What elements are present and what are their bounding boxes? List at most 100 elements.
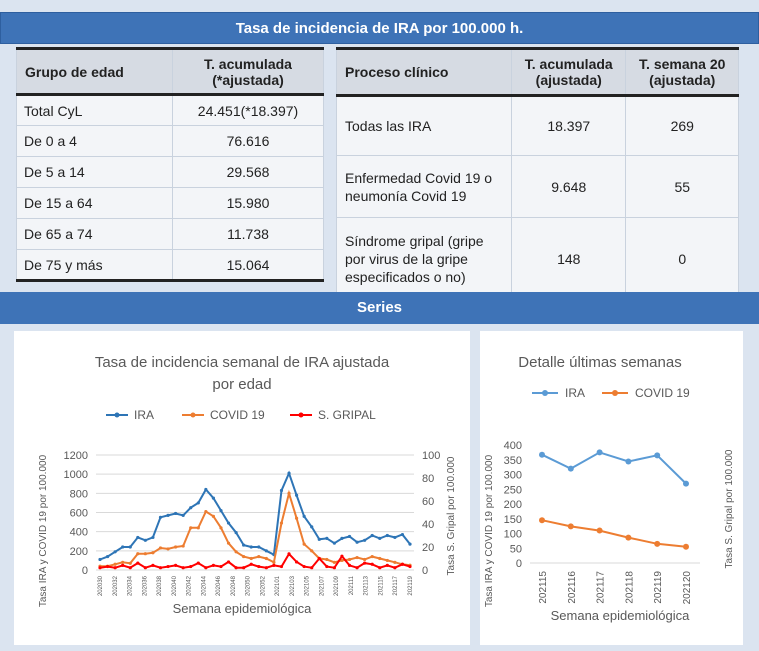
x-tick-label: 202119: [408, 575, 414, 595]
data-point: [98, 566, 102, 570]
cumulative-rate-header-line2: (*ajustada): [212, 71, 284, 88]
data-point: [310, 525, 314, 529]
data-point: [249, 556, 253, 561]
data-point: [378, 536, 382, 540]
legend-label: IRA: [565, 386, 585, 400]
table-row: De 5 a 14 29.568: [16, 156, 324, 188]
data-point: [189, 506, 193, 510]
process-line: Todas las IRA: [345, 118, 432, 134]
data-point: [121, 560, 125, 564]
process-line: Enfermedad Covid 19 o: [345, 169, 493, 186]
x-tick-label: 202038: [157, 575, 163, 596]
cumulative-adjusted-header: T. acumulada (ajustada): [510, 48, 627, 97]
data-point: [272, 560, 276, 564]
data-point: [332, 560, 336, 564]
data-point: [113, 566, 117, 570]
data-point: [211, 514, 216, 518]
y-tick-label: 100: [504, 529, 522, 541]
data-point: [196, 561, 200, 565]
data-point: [234, 531, 238, 535]
process-line: neumonía Covid 19: [345, 187, 467, 204]
clinical-process-header: Proceso clínico: [336, 48, 512, 97]
x-tick-label: 202120: [682, 571, 693, 605]
data-point: [325, 557, 329, 562]
data-point: [363, 557, 367, 562]
data-point: [400, 532, 405, 537]
cumulative-cell: 148: [510, 217, 627, 302]
x-tick-label: 202052: [260, 575, 266, 596]
x-tick-label: 202036: [142, 575, 148, 596]
y-tick-label: 400: [70, 527, 88, 539]
data-point: [166, 564, 170, 569]
x-tick-label: 202107: [319, 575, 325, 596]
data-point: [378, 556, 382, 561]
data-point: [294, 493, 299, 497]
y-tick-label: 0: [516, 558, 522, 570]
data-point: [189, 564, 193, 569]
x-axis-title: Semana epidemiológica: [551, 608, 691, 623]
x-tick-label: 202118: [624, 571, 635, 604]
y-tick-label: 350: [504, 455, 522, 467]
week20-cell: 55: [625, 155, 739, 218]
data-point: [158, 566, 163, 570]
data-point: [317, 537, 321, 541]
data-point: [136, 561, 140, 565]
data-point: [272, 563, 276, 567]
data-point: [143, 566, 147, 570]
y2-tick-label: 20: [422, 542, 434, 554]
age-group-cell: Total CyL: [16, 94, 173, 126]
y2-tick-label: 0: [422, 565, 428, 577]
data-point: [226, 541, 231, 545]
data-point: [242, 566, 246, 570]
data-point: [181, 544, 185, 548]
data-point: [363, 538, 367, 542]
x-tick-label: 202109: [334, 575, 340, 596]
y-tick-label: 50: [510, 543, 522, 555]
x-tick-label: 202101: [275, 575, 281, 596]
rate-cell: 15.064: [172, 249, 324, 281]
data-point: [158, 546, 163, 550]
cumulative-adjusted-header-line1: T. acumulada: [524, 56, 613, 72]
legend-marker: [114, 412, 120, 418]
y-axis-title: Tasa IRA y COVID 19 por 100.000: [484, 454, 495, 607]
data-point: [226, 521, 231, 525]
clinical-process-cell: Todas las IRA: [336, 95, 512, 156]
data-point: [347, 557, 352, 562]
data-point: [181, 513, 185, 517]
age-group-cell: De 0 a 4: [16, 125, 173, 157]
data-point: [189, 526, 193, 530]
x-tick-label: 202044: [201, 575, 207, 596]
data-point: [363, 561, 367, 565]
data-point: [279, 564, 284, 569]
data-point: [174, 563, 178, 567]
y-tick-label: 0: [82, 565, 88, 577]
y-tick-label: 800: [70, 488, 88, 500]
data-point: [196, 501, 200, 505]
weekly-incidence-chart-panel: Tasa de incidencia semanal de IRA ajusta…: [14, 331, 470, 645]
chart-title: por edad: [212, 376, 271, 393]
data-point: [105, 564, 110, 569]
series-line-s-gripal: [99, 552, 411, 569]
data-point: [393, 535, 397, 540]
data-point: [242, 543, 246, 547]
age-group-table: Grupo de edad T. acumulada (*ajustada) T…: [16, 47, 324, 282]
data-point: [136, 552, 140, 556]
y-axis-title: Tasa IRA y COVID 19 por 100.000: [38, 454, 49, 607]
data-point: [105, 554, 110, 559]
data-point: [128, 545, 132, 549]
data-point: [385, 533, 389, 538]
legend-label: COVID 19: [210, 408, 265, 422]
y-tick-label: 1000: [64, 469, 88, 481]
chart-title: Tasa de incidencia semanal de IRA ajusta…: [95, 354, 390, 371]
data-point: [332, 566, 336, 570]
y2-tick-label: 80: [422, 473, 434, 485]
data-point: [302, 564, 306, 569]
data-point: [242, 554, 246, 559]
x-tick-label: 202116: [567, 571, 578, 604]
data-point: [143, 552, 147, 556]
x-tick-label: 202115: [378, 575, 384, 595]
data-point: [347, 534, 352, 539]
data-point: [385, 558, 389, 563]
data-point: [121, 563, 125, 567]
data-point: [234, 566, 238, 570]
